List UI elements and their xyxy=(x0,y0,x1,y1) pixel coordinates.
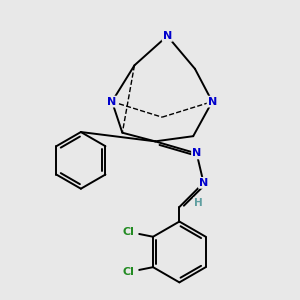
Text: H: H xyxy=(194,198,203,208)
Text: N: N xyxy=(107,97,117,106)
Text: N: N xyxy=(199,178,208,188)
Text: Cl: Cl xyxy=(123,226,135,237)
Text: N: N xyxy=(192,148,201,158)
Text: N: N xyxy=(163,31,172,41)
Text: Cl: Cl xyxy=(123,267,135,277)
Text: N: N xyxy=(208,97,217,106)
